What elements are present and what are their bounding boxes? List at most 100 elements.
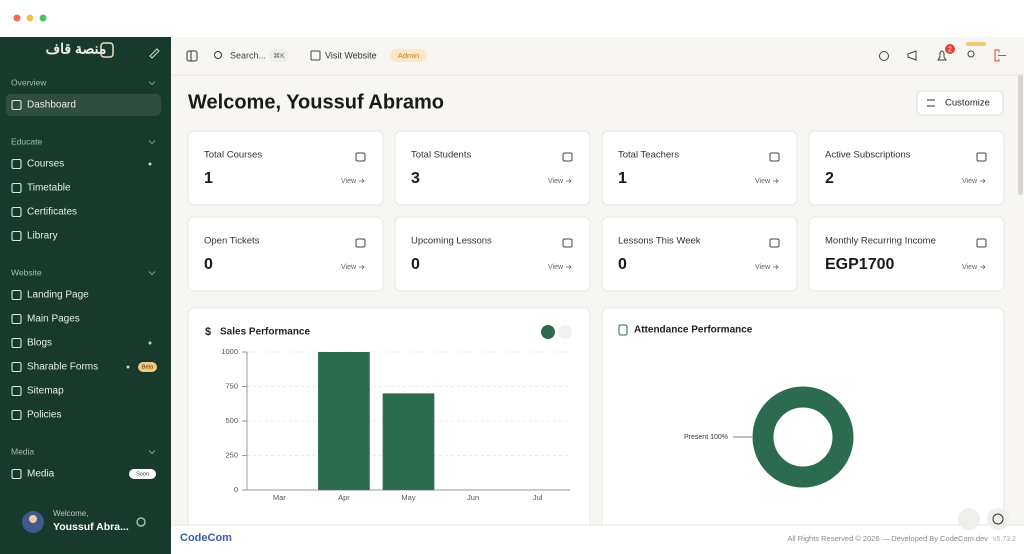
nav-section: Educate [11, 136, 42, 146]
whatsapp-button[interactable] [987, 508, 1009, 530]
footer-brand[interactable]: CodeCom [180, 532, 232, 544]
stat-link[interactable]: View [548, 264, 564, 271]
customize-icon [927, 99, 935, 107]
copyright: All Rights Reserved © 2026 — Developed B… [787, 534, 988, 543]
user-greeting: Welcome, [53, 509, 88, 518]
stat-icon [769, 238, 780, 248]
kbd-text: ⌘K [273, 52, 285, 60]
nav-dot [126, 365, 130, 369]
stat-icon [562, 238, 573, 248]
external-icon [310, 50, 321, 61]
stat-label: Active Subscriptions [825, 150, 911, 161]
stat-card [808, 216, 1005, 292]
nav-item[interactable]: Sitemap [27, 386, 64, 397]
stat-label: Open Tickets [204, 236, 260, 247]
nav-icon [11, 313, 22, 325]
search-icon [214, 51, 222, 59]
stat-card [187, 130, 384, 206]
y-tick-label: 1000 [221, 347, 238, 356]
stat-icon [562, 152, 573, 162]
nav-item[interactable]: Sharable Forms [27, 362, 98, 373]
nav-item[interactable]: Timetable [27, 183, 71, 194]
notif-count: 2 [948, 46, 952, 53]
nav-section: Media [11, 446, 34, 456]
bell-icon[interactable] [937, 50, 947, 61]
nav-item[interactable]: Certificates [27, 207, 77, 218]
sales-plot: 0 250 500 750 1000 Mar Apr May Jun Jul [221, 347, 570, 502]
window-minimize[interactable] [26, 14, 34, 22]
nav-icon [11, 337, 22, 349]
attendance-card [601, 307, 1005, 539]
stat-link[interactable]: View [755, 178, 771, 185]
notif-badge [945, 44, 955, 54]
sidebar-toggle[interactable] [186, 50, 198, 62]
chevron [148, 271, 156, 276]
nav-badge-text: Soon [136, 471, 149, 477]
nav-active [6, 94, 161, 116]
edit-icon[interactable] [149, 48, 160, 59]
bar [382, 393, 435, 490]
stat-link[interactable]: View [962, 178, 978, 185]
stat-card [601, 216, 798, 292]
stat-icon [976, 238, 987, 248]
nav-item[interactable]: Media [27, 469, 55, 480]
customize-label: Customize [945, 98, 990, 109]
x-tick-label: Apr [338, 493, 350, 502]
clipboard-icon [618, 324, 628, 336]
stat-link[interactable]: View [341, 264, 357, 271]
stat-icon [769, 152, 780, 162]
stat-link-arrow [359, 178, 365, 184]
nav-badge [129, 469, 156, 479]
stat-label: Total Teachers [618, 150, 679, 161]
window-close[interactable] [13, 14, 21, 22]
stat-link-arrow [566, 178, 572, 184]
nav-item[interactable]: Dashboard [27, 100, 76, 111]
stat-link[interactable]: View [755, 264, 771, 271]
nav-item[interactable]: Library [27, 231, 58, 242]
settings-icon[interactable] [136, 517, 146, 527]
customize-button[interactable] [916, 90, 1004, 116]
stat-icon [355, 238, 366, 248]
nav-item[interactable]: Landing Page [27, 290, 89, 301]
stat-value: 3 [411, 170, 420, 187]
theme-icon[interactable] [879, 51, 889, 61]
announce-icon[interactable] [907, 50, 917, 61]
nav-item[interactable]: Courses [27, 159, 64, 170]
chevron [148, 81, 156, 86]
nav-icon [11, 182, 22, 194]
attendance-plot: Present 100% [684, 386, 854, 488]
nav-icon [11, 385, 22, 397]
bug-button[interactable] [958, 508, 980, 530]
visit-website[interactable]: Visit Website [325, 50, 377, 60]
user-name: Youssuf Abra... [53, 521, 129, 533]
stat-card [394, 130, 591, 206]
stat-link-arrow [980, 178, 986, 184]
stat-label: Lessons This Week [618, 236, 701, 247]
role: Admin [398, 51, 419, 60]
chevron [148, 140, 156, 145]
bar-toggle[interactable] [541, 325, 555, 339]
nav-badge-text: Beta [142, 364, 154, 370]
user-icon[interactable] [967, 50, 975, 58]
stat-link[interactable]: View [548, 178, 564, 185]
footer [171, 525, 1024, 554]
role-badge [390, 49, 427, 62]
nav-section: Website [11, 267, 42, 277]
stat-value: 2 [825, 170, 834, 187]
stat-card [187, 216, 384, 292]
stat-link[interactable]: View [962, 264, 978, 271]
bar [318, 352, 370, 490]
stat-card [394, 216, 591, 292]
nav-item[interactable]: Main Pages [27, 314, 80, 325]
stat-link-arrow [359, 264, 365, 270]
window-maximize[interactable] [39, 14, 47, 22]
stat-link[interactable]: View [341, 178, 357, 185]
line-toggle[interactable] [558, 325, 572, 339]
search[interactable]: Search... [230, 50, 266, 60]
logout-icon[interactable] [994, 49, 1006, 62]
version: v5.73.2 [993, 536, 1016, 543]
nav-item[interactable]: Policies [27, 410, 61, 421]
nav-item[interactable]: Blogs [27, 338, 52, 349]
sales-title: Sales Performance [220, 327, 310, 338]
